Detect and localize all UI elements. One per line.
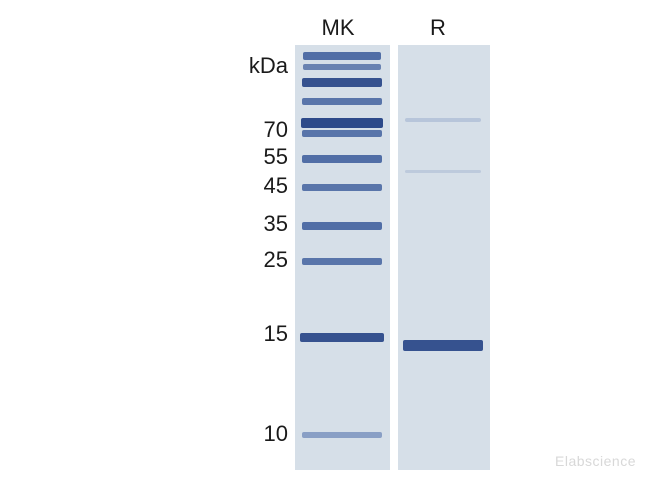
band-r-1: [405, 118, 481, 122]
lane-label-mk: MK: [313, 15, 363, 41]
mw-tick-15: 15: [228, 321, 288, 347]
watermark-text: Elabscience: [555, 453, 636, 469]
lane-label-r: R: [413, 15, 463, 41]
band-mk-11: [302, 432, 382, 438]
band-mk-9: [302, 258, 382, 265]
mw-tick-35: 35: [228, 211, 288, 237]
band-mk-7: [302, 184, 382, 191]
band-mk-2: [302, 78, 382, 87]
mw-tick-10: 10: [228, 421, 288, 447]
band-mk-10: [300, 333, 384, 342]
mw-tick-25: 25: [228, 247, 288, 273]
band-mk-4: [301, 118, 383, 128]
band-mk-5: [302, 130, 382, 137]
band-r-0: [403, 340, 483, 351]
band-mk-8: [302, 222, 382, 230]
band-mk-1: [303, 64, 381, 70]
mw-tick-70: 70: [228, 117, 288, 143]
mw-tick-45: 45: [228, 173, 288, 199]
band-r-2: [405, 170, 481, 173]
unit-label-kda: kDa: [228, 53, 288, 79]
band-mk-6: [302, 155, 382, 163]
mw-tick-55: 55: [228, 144, 288, 170]
gel-figure: MK R kDa 7055 45 35 25 15 10 Elabscience: [0, 0, 670, 500]
lane-separator: [390, 45, 398, 470]
band-mk-0: [303, 52, 381, 60]
band-mk-3: [302, 98, 382, 105]
